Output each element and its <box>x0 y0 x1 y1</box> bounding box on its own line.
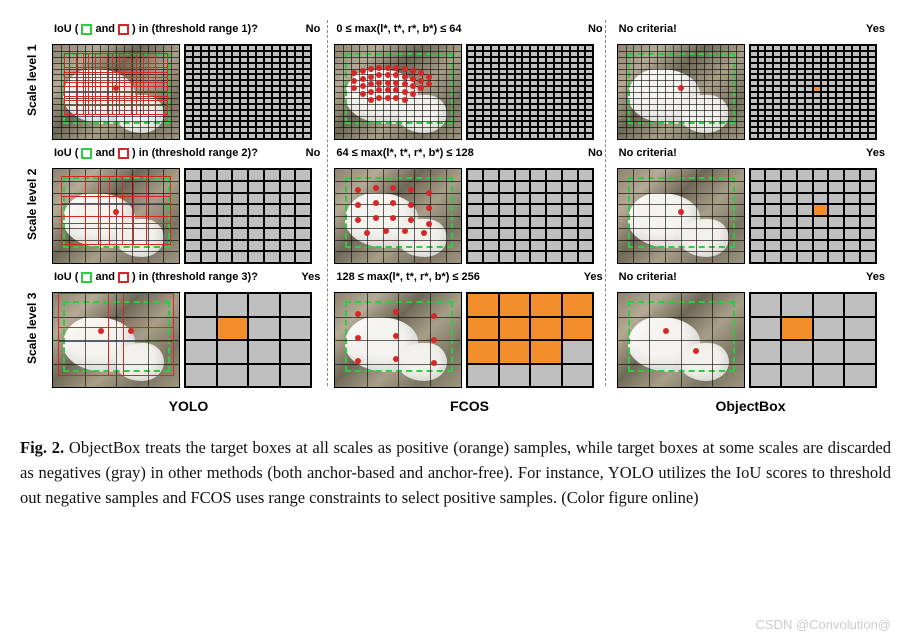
grid-cell <box>613 292 891 388</box>
sample-image <box>52 292 180 388</box>
sample-image <box>334 292 462 388</box>
row-label: Scale level 1 <box>20 20 44 140</box>
grid-cell <box>48 292 326 388</box>
row-label: Scale level 3 <box>20 268 44 388</box>
grid-cell <box>48 168 326 264</box>
criteria-header: 128 ≤ max(l*, t*, r*, b*) ≤ 256Yes <box>330 268 608 288</box>
criteria-header: No criteria!Yes <box>613 268 891 288</box>
output-grid <box>184 168 312 264</box>
sample-image <box>617 168 745 264</box>
output-grid <box>466 292 594 388</box>
output-grid <box>184 44 312 140</box>
watermark: CSDN @Convolution@ <box>756 617 892 632</box>
sample-image <box>52 44 180 140</box>
criteria-header: No criteria!Yes <box>613 144 891 164</box>
caption-label: Fig. 2. <box>20 438 64 457</box>
column-label: ObjectBox <box>610 398 891 414</box>
criteria-header: IoU ( and ) in (threshold range 1)?No <box>48 20 326 40</box>
criteria-header: IoU ( and ) in (threshold range 3)?Yes <box>48 268 326 288</box>
output-grid <box>184 292 312 388</box>
sample-image <box>334 44 462 140</box>
caption-text: ObjectBox treats the target boxes at all… <box>20 438 891 507</box>
output-grid <box>466 168 594 264</box>
grid-cell <box>330 168 608 264</box>
sample-image <box>334 168 462 264</box>
sample-image <box>617 44 745 140</box>
output-grid <box>749 44 877 140</box>
row-label: Scale level 2 <box>20 144 44 264</box>
output-grid <box>749 292 877 388</box>
column-label: YOLO <box>48 398 329 414</box>
grid-cell <box>330 292 608 388</box>
grid-cell <box>48 44 326 140</box>
sample-image <box>617 292 745 388</box>
sample-image <box>52 168 180 264</box>
grid-cell <box>330 44 608 140</box>
criteria-header: 64 ≤ max(l*, t*, r*, b*) ≤ 128No <box>330 144 608 164</box>
figure-caption: Fig. 2. ObjectBox treats the target boxe… <box>20 436 891 510</box>
column-label: FCOS <box>329 398 610 414</box>
output-grid <box>749 168 877 264</box>
criteria-header: IoU ( and ) in (threshold range 2)?No <box>48 144 326 164</box>
criteria-header: 0 ≤ max(l*, t*, r*, b*) ≤ 64No <box>330 20 608 40</box>
grid-cell <box>613 44 891 140</box>
grid-cell <box>613 168 891 264</box>
criteria-header: No criteria!Yes <box>613 20 891 40</box>
output-grid <box>466 44 594 140</box>
